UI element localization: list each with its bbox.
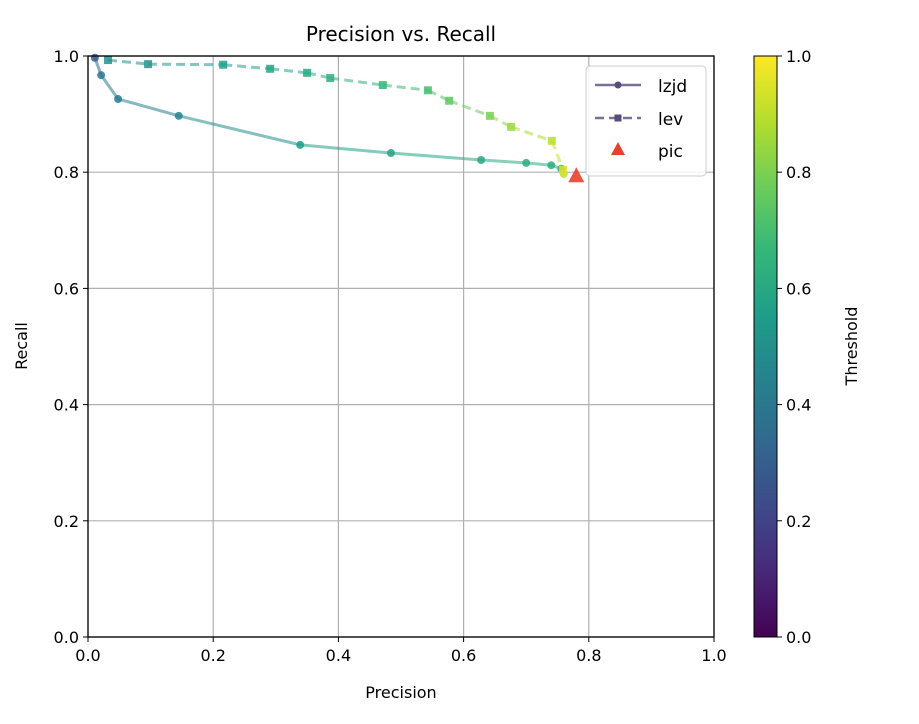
- x-tick-label: 0.4: [326, 646, 351, 665]
- lev-line-segment: [448, 99, 491, 118]
- x-tick-label: 0.2: [200, 646, 225, 665]
- lev-point: [445, 96, 454, 105]
- colorbar-tick-label: 0.4: [786, 396, 811, 415]
- lzjd-line-segment: [178, 114, 301, 147]
- lzjd-line-segment: [117, 97, 180, 118]
- lev-point: [303, 68, 312, 77]
- lev-point: [547, 136, 556, 145]
- lzjd-line-segment: [390, 151, 482, 162]
- legend-box: [585, 65, 707, 177]
- y-axis-label: Recall: [12, 322, 31, 370]
- legend-pic-marker: [611, 142, 625, 155]
- lzjd-point: [174, 111, 183, 120]
- lzjd-point: [114, 94, 123, 103]
- lev-line-segment: [107, 58, 149, 66]
- lev-point: [485, 111, 494, 120]
- y-tick-label: 0.0: [54, 628, 79, 647]
- x-axis-label: Precision: [365, 683, 436, 702]
- y-tick-label: 0.2: [54, 512, 79, 531]
- lev-point: [266, 64, 275, 73]
- legend-label: lzjd: [658, 77, 687, 97]
- y-tick-label: 0.4: [54, 396, 79, 415]
- lzjd-point: [547, 161, 556, 170]
- lev-point: [144, 60, 153, 69]
- lzjd-line-segment: [481, 158, 527, 165]
- lev-point: [219, 60, 228, 69]
- lzjd-point: [90, 53, 99, 62]
- x-tick-label: 0.8: [576, 646, 601, 665]
- x-tick-label: 0.6: [451, 646, 476, 665]
- chart-title: Precision vs. Recall: [306, 22, 496, 46]
- lzjd-line-segment: [300, 143, 392, 155]
- x-tick-label: 0.0: [75, 646, 100, 665]
- colorbar-tick-label: 0.8: [786, 163, 811, 182]
- colorbar-tick-label: 0.2: [786, 512, 811, 531]
- y-tick-label: 0.6: [54, 279, 79, 298]
- lev-point: [423, 86, 432, 95]
- lev-line-segment: [330, 76, 384, 87]
- lzjd-point: [477, 155, 486, 164]
- lev-line-segment: [270, 67, 308, 75]
- colorbar-tick-label: 0.0: [786, 628, 811, 647]
- lzjd-point: [522, 158, 531, 167]
- lzjd-point: [386, 149, 395, 158]
- lev-point: [378, 81, 387, 90]
- lzjd-line-segment: [526, 161, 552, 167]
- y-tick-label: 0.8: [54, 163, 79, 182]
- colorbar-tick-label: 0.6: [786, 279, 811, 298]
- colorbar-label: Threshold: [842, 307, 861, 387]
- lev-point: [326, 74, 335, 83]
- lev-line-segment: [148, 62, 224, 67]
- legend-label: pic: [658, 142, 683, 162]
- plot-frame: [87, 55, 715, 638]
- lev-point: [507, 122, 516, 131]
- lev-line-segment: [223, 63, 271, 71]
- x-tick-label: 1.0: [701, 646, 726, 665]
- lzjd-point: [296, 140, 305, 149]
- lev-point: [559, 165, 568, 174]
- lev-point: [104, 56, 113, 65]
- legend-lzjd-marker: [614, 81, 622, 89]
- lev-line-segment: [382, 83, 429, 92]
- lev-line-segment: [510, 125, 553, 143]
- colorbar: [753, 55, 778, 638]
- lev-line-segment: [550, 140, 565, 171]
- pic-point: [568, 167, 585, 183]
- legend-label: lev: [658, 110, 683, 130]
- lzjd-point: [97, 71, 106, 80]
- legend-lev-marker: [614, 114, 622, 122]
- colorbar-tick-label: 1.0: [786, 47, 811, 66]
- y-tick-label: 1.0: [54, 47, 79, 66]
- lzjd-line-segment: [99, 74, 120, 100]
